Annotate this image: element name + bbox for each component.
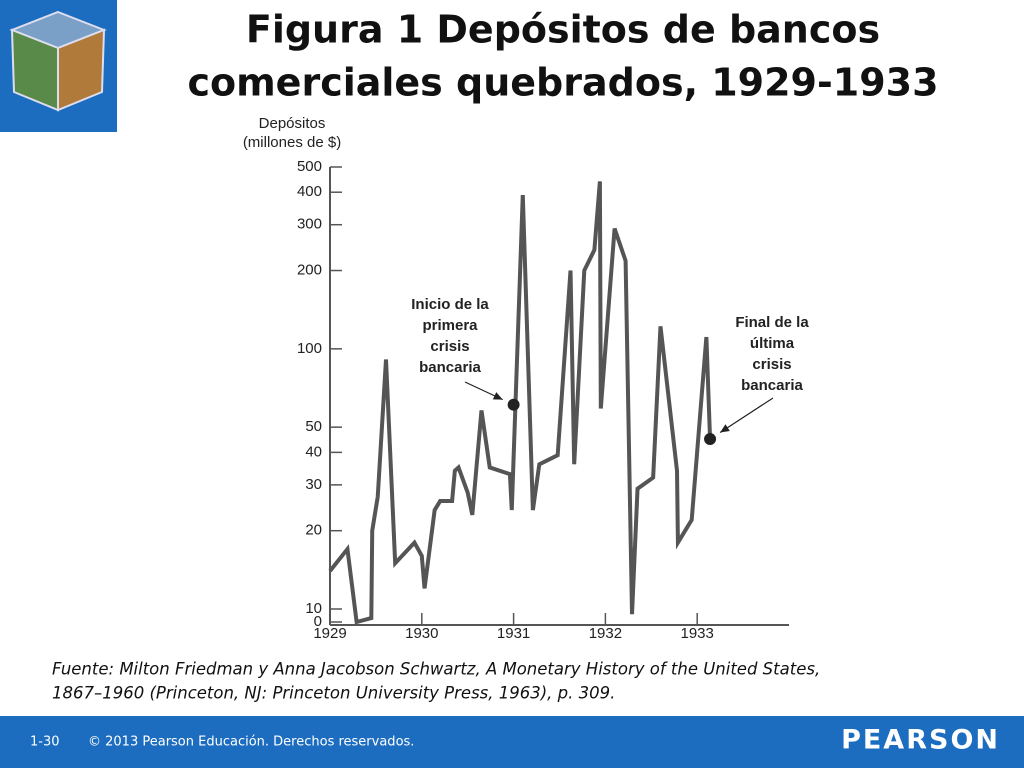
annotation-text: crisis — [430, 338, 469, 355]
y-axis-label: Depósitos — [259, 115, 326, 132]
annotation-arrow — [719, 397, 774, 434]
brand: PEARSON — [841, 725, 1000, 756]
x-tick-label: 1929 — [313, 625, 346, 642]
x-tick-label: 1933 — [681, 625, 714, 642]
y-tick-label: 40 — [305, 443, 322, 460]
annotation-text: última — [750, 335, 795, 352]
annotation-text: Inicio de la — [411, 296, 489, 313]
arrow-head — [720, 424, 730, 433]
y-tick-label: 50 — [305, 418, 322, 435]
annotation-text: bancaria — [741, 377, 803, 394]
annotation-text: crisis — [752, 356, 791, 373]
x-tick-label: 1930 — [405, 625, 438, 642]
y-tick-label: 300 — [297, 216, 322, 233]
slide-title: comerciales quebrados, 1929-1933 — [187, 61, 938, 105]
copyright: © 2013 Pearson Educación. Derechos reser… — [88, 735, 414, 750]
y-tick-label: 30 — [305, 476, 322, 493]
source: 1867–1960 (Princeton, NJ: Princeton Univ… — [52, 684, 615, 703]
y-tick-label: 400 — [297, 183, 322, 200]
source: Fuente: Milton Friedman y Anna Jacobson … — [52, 660, 820, 679]
y-tick-label: 0 — [314, 613, 322, 630]
data-line — [328, 181, 713, 625]
y-tick-label: 100 — [297, 340, 322, 357]
plot: 010 20 30 40 50 100 200 300 400 500 1929 1930 1931 19… — [297, 158, 809, 642]
annotation-dot — [704, 433, 717, 446]
x-tick-label: 1931 — [497, 625, 530, 642]
logo-cube — [0, 0, 117, 132]
footer-bar — [0, 716, 1024, 768]
annotation-text: primera — [422, 317, 478, 334]
annotation-text: Final de la — [735, 314, 809, 331]
annotation-text: bancaria — [419, 359, 481, 376]
x-tick-label: 1932 — [589, 625, 622, 642]
page-number: 1-30 — [30, 735, 60, 750]
y-tick-label: 10 — [305, 600, 322, 617]
annotation-dot — [507, 398, 520, 411]
arrow-head — [492, 392, 503, 400]
y-tick-label: 500 — [297, 158, 322, 175]
slide-title: Figura 1 Depósitos de bancos — [246, 8, 880, 52]
y-tick-label: 200 — [297, 261, 322, 278]
y-axis-label: (millones de $) — [243, 134, 341, 151]
y-tick-label: 20 — [305, 522, 322, 539]
